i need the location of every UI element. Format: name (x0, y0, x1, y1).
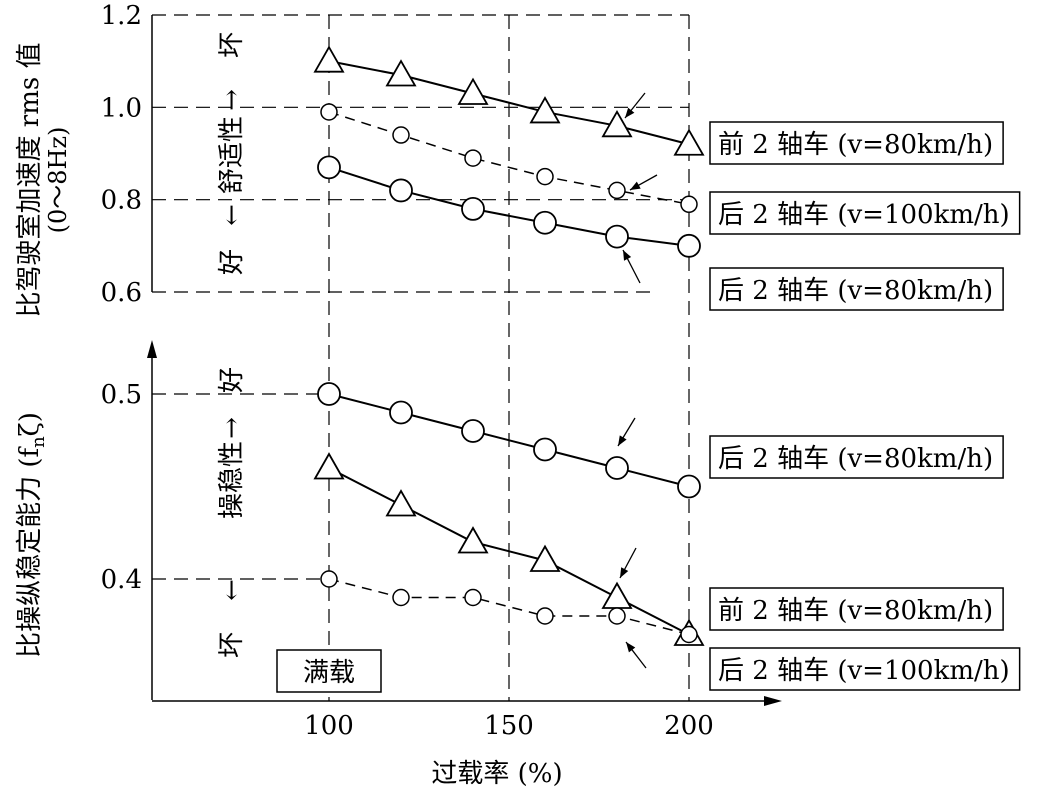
top-annotation-arrow-down: ← (217, 204, 247, 226)
top-annotation-good: 好 (217, 249, 247, 275)
top-series-0-point (385, 59, 417, 87)
legend-label: 后 2 轴车 (v=100km/h) (718, 656, 1010, 686)
bottom-series-2-point (608, 607, 626, 625)
full-load-label: 满载 (303, 658, 355, 688)
bottom-series-2-point (680, 625, 698, 644)
bottom-pointer-triangle-head (620, 567, 629, 578)
top-annotation-bad: 坏 (217, 32, 247, 58)
top-series-2-point (677, 233, 701, 258)
top-annotation-arrow-up: → (217, 89, 247, 111)
bottom-ylabel-group: 比操纵稳定能力 (fnζ) (15, 412, 49, 658)
x-tick-label: 200 (664, 711, 714, 741)
x-tick-label: 150 (484, 711, 534, 741)
bottom-pointer-small-circle-head (626, 642, 636, 653)
top-series-0-point (457, 77, 489, 105)
bottom-series-2-point (392, 588, 410, 607)
top-series-1-point (680, 195, 698, 214)
top-series-0-point (601, 109, 633, 138)
bottom-series-1-point (529, 544, 561, 572)
legend-label: 后 2 轴车 (v=80km/h) (718, 276, 993, 306)
bottom-y-tick-label: 0.5 (101, 380, 142, 410)
bottom-series-2-point (536, 607, 554, 625)
bottom-series-2-point (464, 588, 482, 607)
top-series-0-point (529, 96, 561, 124)
bottom-annotation: 好 → 操稳性 ← 坏 (217, 367, 247, 658)
top-series-line-0 (328, 60, 690, 146)
x-axis-label: 过载率 (%) (431, 759, 562, 789)
legend-label: 前 2 轴车 (v=80km/h) (718, 130, 993, 160)
bottom-annotation-label: 操稳性 (217, 441, 247, 519)
top-series-line-2 (328, 166, 690, 247)
bottom-series-0-point (461, 419, 485, 443)
legend-label: 后 2 轴车 (v=80km/h) (718, 444, 993, 474)
top-series-2-point (533, 210, 557, 235)
bottom-annotation-good: 好 (217, 367, 247, 393)
legend-box (709, 121, 1004, 165)
top-series-1-point (536, 167, 554, 186)
top-series-1-point (392, 126, 410, 144)
bottom-series-0-point (317, 382, 341, 406)
bottom-pointer-large-circle-head (618, 435, 627, 446)
top-series-1-point (464, 149, 482, 167)
top-annotation-label: 舒适性 (217, 116, 247, 194)
bottom-series-1-point (385, 489, 417, 517)
top-ylabel-group: 比驾驶室加速度 rms 值 (15, 43, 45, 318)
bottom-ylabel-subscript: n (28, 436, 49, 448)
top-ylabel: 比驾驶室加速度 rms 值 (15, 43, 45, 318)
top-y-tick-label: 1.2 (101, 1, 142, 31)
top-series-2-point (317, 155, 341, 180)
legend-box (709, 267, 1004, 311)
top-ylabel-sub: (0～8Hz) (44, 127, 72, 234)
bottom-ylabel: 比操纵稳定能力 (fnζ) (15, 412, 49, 658)
legend-box (709, 587, 1004, 631)
top-pointer-small-circle-head (630, 181, 641, 190)
top-y-tick-label: 0.8 (101, 186, 142, 216)
bottom-series-0-point (533, 437, 557, 462)
bottom-y-tick-label: 0.4 (101, 565, 142, 595)
top-annotation: 坏 → 舒适性 ← 好 (217, 32, 247, 275)
top-pointer-triangle-head (625, 107, 635, 118)
x-axis-arrow (764, 696, 782, 706)
legend-box (709, 435, 1004, 479)
top-series-1-point (320, 103, 338, 121)
bottom-series-line-0 (328, 393, 690, 488)
top-ylabel-sub-group: (0～8Hz) (44, 127, 72, 234)
bottom-series-1-point (313, 452, 345, 480)
bottom-ylabel-tail: ζ) (15, 412, 45, 436)
top-y-tick-label: 0.6 (101, 278, 142, 308)
bottom-series-0-point (605, 456, 629, 480)
bottom-annotation-arrow-up: → (217, 417, 247, 439)
top-series-2-point (461, 196, 485, 221)
top-y-tick-label: 1.0 (101, 93, 142, 123)
top-pointer-large-circle-head (623, 250, 632, 261)
y-axis-arrow (147, 340, 157, 358)
top-series-2-point (605, 224, 629, 249)
bottom-annotation-bad: 坏 (217, 632, 247, 658)
top-series-1-point (608, 181, 626, 200)
legend-label: 后 2 轴车 (v=100km/h) (718, 200, 1010, 230)
bottom-series-0-point (389, 400, 413, 425)
full-load-box (276, 649, 382, 693)
bottom-annotation-arrow-down: ← (217, 579, 247, 601)
x-tick-label: 100 (304, 711, 354, 741)
bottom-series-1-point (457, 526, 489, 554)
legend-box (709, 647, 1021, 691)
legend-label: 前 2 轴车 (v=80km/h) (718, 596, 993, 626)
top-series-0-point (313, 45, 345, 73)
bottom-series-2-point (320, 570, 338, 588)
legend-box (709, 191, 1021, 235)
top-series-line-1 (328, 111, 690, 206)
bottom-series-0-point (677, 474, 701, 499)
bottom-series-1-point (601, 581, 633, 609)
top-series-0-point (673, 128, 705, 156)
top-series-2-point (389, 178, 413, 203)
